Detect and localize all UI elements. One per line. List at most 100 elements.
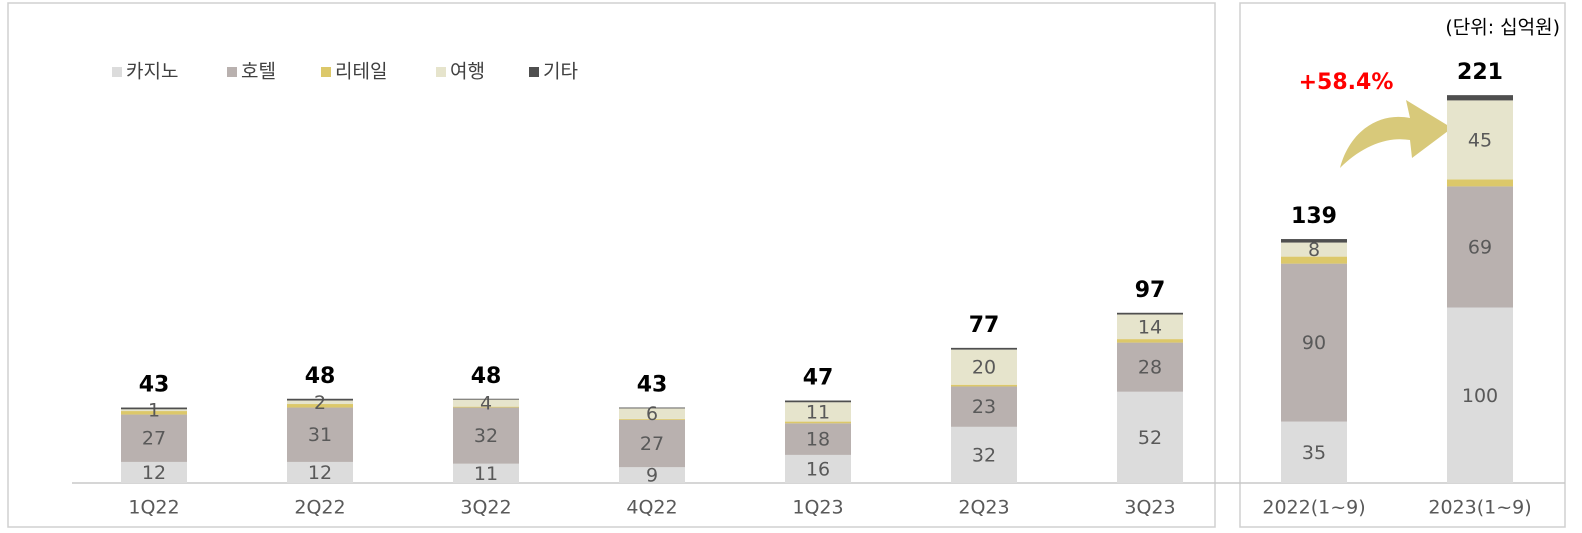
bar-segment — [785, 402, 851, 422]
segment-label: 69 — [1468, 236, 1492, 258]
bar-segment — [951, 347, 1017, 350]
segment-label: 11 — [474, 463, 498, 485]
bar-segment — [1117, 312, 1183, 315]
x-tick-label: 2023(1~9) — [1428, 497, 1531, 519]
bar-segment — [1281, 239, 1347, 243]
segment-label: 35 — [1302, 442, 1326, 464]
segment-label: 100 — [1462, 385, 1498, 407]
total-label: 77 — [969, 313, 1000, 338]
segment-label: 27 — [640, 433, 664, 455]
segment-label: 31 — [308, 424, 332, 446]
segment-label: 90 — [1302, 332, 1326, 354]
bar-segment — [785, 400, 851, 403]
segment-label: 52 — [1138, 427, 1162, 449]
growth-annotation: +58.4% — [1299, 70, 1394, 95]
bar-segment — [951, 384, 1017, 387]
bar-segment — [453, 399, 519, 407]
segment-label: 16 — [806, 458, 830, 480]
bar-segment — [785, 423, 851, 455]
segment-label: 12 — [308, 462, 332, 484]
bar-segment — [1447, 307, 1513, 483]
right-panel — [1239, 2, 1566, 528]
segment-label: 18 — [806, 429, 830, 451]
segment-label: 14 — [1138, 316, 1162, 338]
x-tick-label: 1Q22 — [128, 497, 179, 519]
total-label: 97 — [1135, 278, 1166, 303]
bar-segment — [121, 411, 187, 415]
x-tick-label: 3Q23 — [1124, 497, 1175, 519]
bar-segment — [785, 421, 851, 424]
segment-label: 11 — [806, 401, 830, 423]
total-label: 47 — [803, 366, 834, 391]
bar-segment — [619, 467, 685, 483]
total-label: 48 — [471, 364, 502, 389]
segment-label: 28 — [1138, 357, 1162, 379]
bar-segment — [1447, 186, 1513, 308]
unit-note: (단위: 십억원) — [1445, 17, 1560, 39]
x-tick-label: 2022(1~9) — [1262, 497, 1365, 519]
segment-label: 32 — [474, 425, 498, 447]
total-label: 221 — [1457, 60, 1503, 85]
x-tick-label: 3Q22 — [460, 497, 511, 519]
left-panel — [7, 2, 1216, 528]
bar-segment — [287, 407, 353, 462]
growth-arrow — [1340, 100, 1452, 168]
legend-label: 카지노 — [126, 61, 178, 83]
bar-segment — [619, 418, 685, 420]
legend-swatch — [436, 67, 446, 77]
bar-segment — [619, 408, 685, 419]
legend-swatch — [112, 67, 122, 77]
legend-swatch — [321, 67, 331, 77]
bar-segment — [1117, 342, 1183, 392]
bar-segment — [121, 409, 187, 412]
bar-segment — [453, 463, 519, 483]
bar-segment — [1281, 256, 1347, 264]
bar-segment — [453, 398, 519, 400]
segment-label: 2 — [314, 392, 326, 414]
x-tick-label: 1Q23 — [792, 497, 843, 519]
legend-label: 여행 — [450, 61, 485, 83]
legend-label: 호텔 — [241, 61, 276, 83]
x-tick-label: 2Q23 — [958, 497, 1009, 519]
bar-segment — [1447, 95, 1513, 101]
bar-segment — [453, 406, 519, 408]
bar-segment — [1447, 100, 1513, 180]
bar-segment — [951, 426, 1017, 483]
segment-label: 12 — [142, 462, 166, 484]
bar-segment — [785, 454, 851, 483]
legend-label: 리테일 — [335, 61, 387, 83]
bar-segment — [1281, 263, 1347, 422]
legend-swatch — [227, 67, 237, 77]
bar-segment — [1447, 179, 1513, 187]
bar-segment — [453, 407, 519, 464]
bar-segment — [619, 419, 685, 468]
segment-label: 1 — [148, 400, 160, 422]
bar-segment — [1281, 242, 1347, 257]
x-tick-label: 2Q22 — [294, 497, 345, 519]
bar-segment — [121, 407, 187, 410]
bar-segment — [287, 398, 353, 401]
total-label: 48 — [305, 364, 336, 389]
x-tick-label: 4Q22 — [626, 497, 677, 519]
bar-segment — [1281, 421, 1347, 483]
segment-label: 27 — [142, 428, 166, 450]
bar-segment — [287, 400, 353, 405]
bar-segment — [951, 386, 1017, 427]
bar-segment — [287, 461, 353, 483]
total-label: 139 — [1291, 204, 1337, 229]
segment-label: 32 — [972, 444, 996, 466]
legend-label: 기타 — [543, 61, 578, 83]
segment-label: 23 — [972, 396, 996, 418]
bar-segment — [1117, 339, 1183, 343]
legend-swatch — [529, 67, 539, 77]
bar-segment — [121, 414, 187, 462]
total-label: 43 — [637, 373, 668, 398]
segment-label: 4 — [480, 393, 492, 415]
bar-segment — [121, 461, 187, 483]
segment-label: 20 — [972, 357, 996, 379]
total-label: 43 — [139, 373, 170, 398]
segment-label: 9 — [646, 465, 658, 487]
bar-segment — [1117, 391, 1183, 483]
bar-segment — [619, 407, 685, 409]
